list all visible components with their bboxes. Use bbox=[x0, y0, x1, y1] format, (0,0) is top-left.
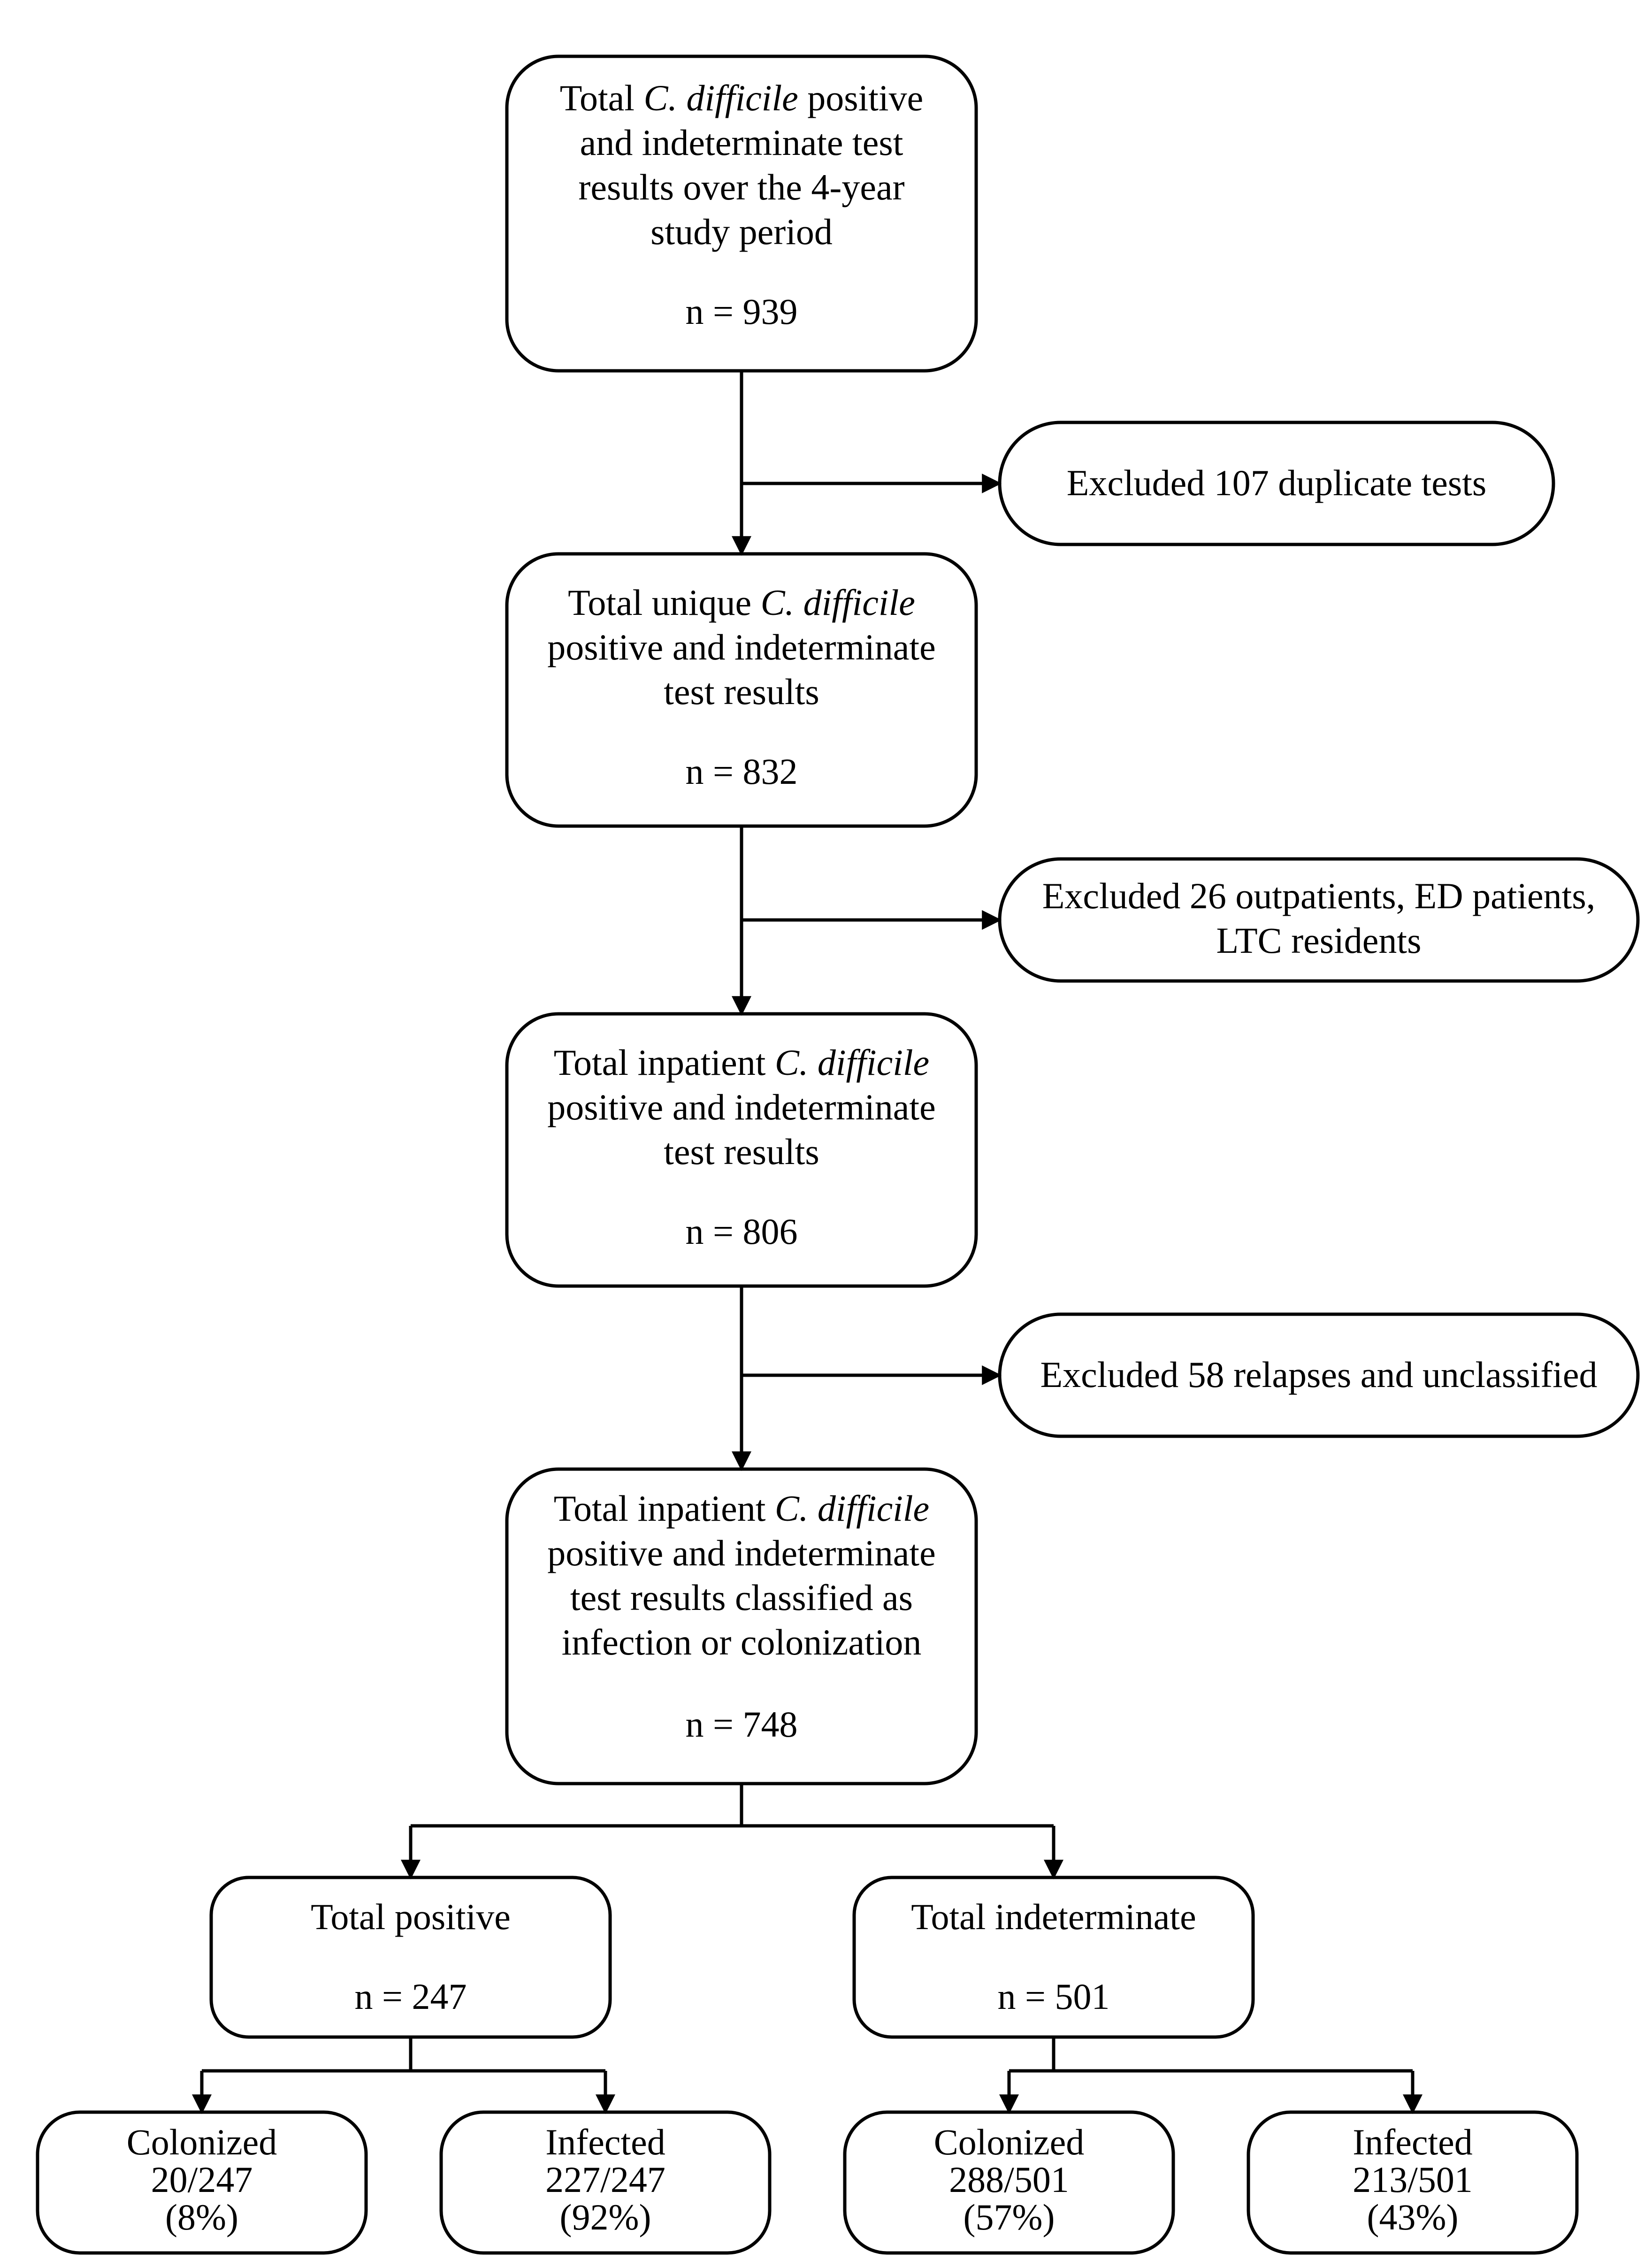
node-text: Excluded 107 duplicate tests bbox=[1067, 462, 1487, 503]
node-text: Total inpatient C. difficile bbox=[554, 1042, 929, 1083]
node-text: LTC residents bbox=[1216, 920, 1422, 961]
node-text: study period bbox=[650, 211, 833, 252]
node-text: Total inpatient C. difficile bbox=[554, 1488, 929, 1529]
node-text: Total C. difficile positive bbox=[560, 77, 923, 118]
node-text: n = 247 bbox=[355, 1976, 467, 2017]
node-text: results over the 4-year bbox=[578, 167, 904, 207]
node-text: Colonized bbox=[127, 2122, 277, 2162]
node-text: (43%) bbox=[1367, 2197, 1459, 2237]
node-text: 20/247 bbox=[151, 2159, 253, 2200]
node-text: n = 748 bbox=[686, 1704, 798, 1745]
node-text: Excluded 58 relapses and unclassified bbox=[1040, 1354, 1598, 1395]
node-text: (57%) bbox=[964, 2197, 1055, 2237]
node-text: Total indeterminate bbox=[911, 1896, 1196, 1937]
node-text: infection or colonization bbox=[562, 1622, 922, 1662]
node-text: n = 832 bbox=[686, 751, 798, 792]
node-text: and indeterminate test bbox=[580, 122, 903, 163]
node-text: test results bbox=[664, 671, 819, 712]
node-text: positive and indeterminate bbox=[547, 627, 935, 667]
node-text: n = 501 bbox=[998, 1976, 1110, 2017]
flowchart-svg: Total C. difficile positiveand indetermi… bbox=[0, 0, 1652, 2260]
node-text: (92%) bbox=[560, 2197, 651, 2237]
node-text: positive and indeterminate bbox=[547, 1087, 935, 1127]
node-text: 227/247 bbox=[545, 2159, 665, 2200]
node-text: positive and indeterminate bbox=[547, 1532, 935, 1573]
node-text: Colonized bbox=[934, 2122, 1085, 2162]
node-text: 288/501 bbox=[949, 2159, 1069, 2200]
node-text: n = 939 bbox=[686, 291, 798, 332]
node-text: Infected bbox=[1353, 2122, 1472, 2162]
node-text: Total unique C. difficile bbox=[568, 582, 915, 623]
node-text: Excluded 26 outpatients, ED patients, bbox=[1042, 875, 1595, 916]
node-text: n = 806 bbox=[686, 1211, 798, 1252]
node-text: (8%) bbox=[165, 2197, 238, 2237]
node-text: test results classified as bbox=[570, 1577, 913, 1618]
node-text: Infected bbox=[545, 2122, 665, 2162]
node-text: Total positive bbox=[311, 1896, 511, 1937]
node-text: 213/501 bbox=[1353, 2159, 1473, 2200]
node-text: test results bbox=[664, 1131, 819, 1172]
